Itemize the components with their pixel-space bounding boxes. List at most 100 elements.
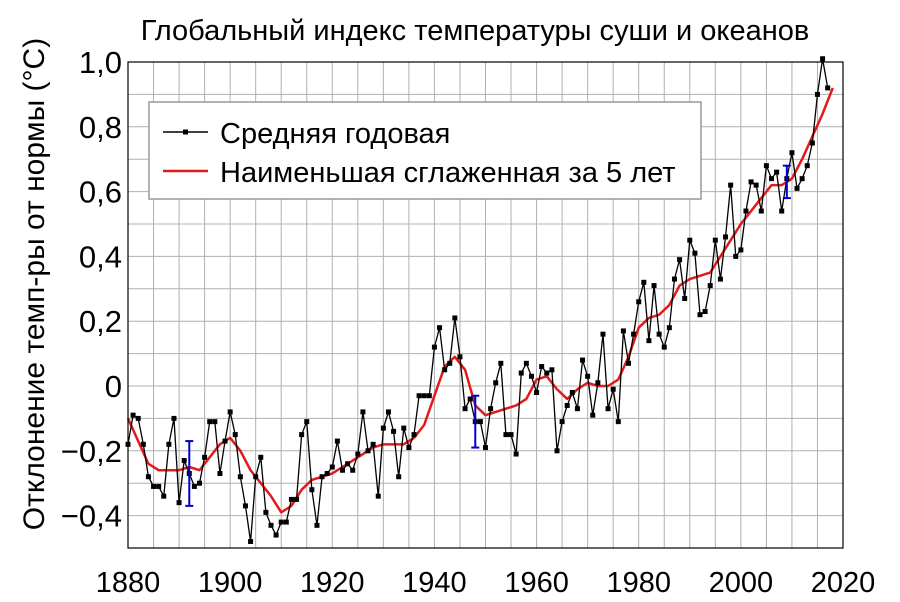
annual-point — [355, 451, 361, 457]
annual-point — [702, 308, 708, 314]
annual-point — [161, 493, 167, 499]
annual-point — [528, 373, 534, 379]
annual-point — [140, 441, 146, 447]
annual-point — [503, 432, 509, 438]
smoothed-line — [126, 87, 834, 514]
annual-point — [391, 428, 397, 434]
annual-point — [513, 451, 519, 457]
annual-point — [319, 474, 325, 480]
series-smoothed — [126, 87, 834, 514]
annual-point — [278, 519, 284, 525]
annual-point — [406, 445, 412, 451]
annual-point — [692, 250, 698, 256]
y-axis-label: Отклонение темп-ры от нормы (°С) — [18, 38, 51, 530]
annual-point — [477, 419, 483, 425]
annual-point — [666, 325, 672, 331]
annual-point — [350, 467, 356, 473]
annual-point — [334, 438, 340, 444]
annual-point — [488, 406, 494, 412]
annual-point — [299, 432, 305, 438]
chart-title: Глобальный индекс температуры суши и оке… — [141, 15, 810, 47]
annual-point — [595, 380, 601, 386]
annual-point — [559, 419, 565, 425]
annual-point — [641, 279, 647, 285]
annual-point — [197, 480, 202, 486]
legend-swatch-annual-marker — [183, 129, 188, 135]
annual-point — [748, 179, 754, 185]
annual-point — [631, 331, 637, 337]
annual-point — [610, 386, 616, 392]
x-tick-label: 1980 — [606, 567, 671, 599]
annual-point — [304, 419, 310, 425]
annual-point — [712, 237, 718, 243]
annual-point — [814, 91, 820, 97]
annual-point — [743, 208, 749, 214]
annual-point — [375, 493, 381, 499]
annual-point — [789, 150, 795, 156]
x-tick-label: 1900 — [198, 567, 263, 599]
annual-point — [442, 367, 448, 373]
annual-point — [656, 331, 662, 337]
annual-line — [127, 58, 829, 543]
annual-point — [661, 344, 667, 350]
y-tick-label: 0,6 — [79, 175, 122, 210]
annual-point — [539, 364, 545, 370]
annual-point — [268, 522, 274, 528]
annual-point — [804, 163, 810, 169]
legend-label-annual: Средняя годовая — [220, 118, 450, 150]
annual-point — [753, 182, 759, 188]
annual-point — [758, 208, 764, 214]
annual-point — [396, 474, 402, 480]
annual-point — [651, 283, 657, 289]
annual-point — [493, 380, 499, 386]
annual-point — [763, 163, 769, 169]
annual-point — [227, 409, 233, 415]
annual-point — [248, 539, 254, 545]
annual-point — [130, 412, 136, 418]
error-bars — [185, 164, 791, 507]
error-bar — [185, 440, 194, 507]
annual-point — [483, 445, 488, 451]
error-bar — [782, 164, 791, 200]
annual-point — [309, 487, 315, 493]
annual-point — [426, 393, 432, 399]
annual-point — [171, 415, 177, 421]
annual-point — [518, 370, 524, 376]
annual-point — [682, 296, 688, 302]
annual-point — [462, 406, 468, 412]
annual-point — [191, 483, 197, 489]
annual-point — [237, 474, 243, 480]
annual-point — [626, 360, 631, 366]
annual-point — [329, 464, 335, 470]
annual-point — [809, 140, 815, 146]
annual-point — [294, 496, 300, 502]
annual-point — [687, 237, 693, 243]
y-tick-label: 0,8 — [79, 110, 122, 145]
annual-point — [380, 425, 386, 431]
annual-point — [794, 185, 800, 191]
annual-point — [340, 467, 345, 473]
annual-point — [769, 176, 774, 182]
annual-point — [825, 85, 831, 91]
annual-point — [212, 419, 218, 425]
annual-point — [585, 373, 591, 379]
annual-point — [202, 454, 208, 460]
annual-point — [820, 56, 826, 62]
annual-point — [728, 182, 734, 188]
x-tick-label: 2000 — [709, 567, 774, 599]
annual-point — [733, 253, 739, 259]
annual-point — [365, 448, 371, 454]
annual-point — [370, 441, 376, 447]
annual-point — [288, 496, 294, 502]
annual-point — [457, 354, 463, 360]
x-tick-label: 1940 — [402, 567, 467, 599]
annual-point — [207, 419, 213, 425]
annual-point — [273, 532, 279, 538]
y-tick-label: 0 — [105, 369, 122, 404]
y-tick-label: 1,0 — [79, 45, 122, 80]
annual-point — [452, 315, 458, 321]
annual-point — [360, 409, 366, 415]
annual-point — [646, 338, 652, 344]
annual-point — [707, 283, 713, 289]
